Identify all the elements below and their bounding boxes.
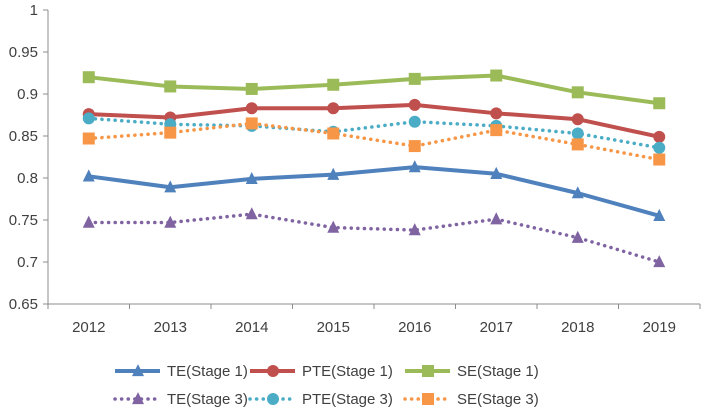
data-point [245, 102, 258, 115]
data-point [327, 102, 340, 115]
y-tick-label: 0.65 [9, 296, 38, 313]
data-point [164, 126, 177, 139]
data-point [164, 180, 177, 193]
y-tick-label: 0.85 [9, 128, 38, 145]
x-tick-label: 2012 [72, 319, 105, 336]
series-te-stage-1 [82, 160, 666, 221]
series-line [87, 212, 661, 264]
series-line [88, 102, 660, 139]
legend-marker [132, 392, 144, 405]
data-point [82, 112, 95, 125]
data-point [490, 107, 503, 120]
y-tick-label: 0.7 [17, 254, 38, 271]
data-point [327, 78, 340, 91]
data-point [490, 69, 503, 82]
legend-item: PTE(Stage 3) [248, 391, 393, 408]
legend-label: SE(Stage 1) [457, 363, 539, 380]
legend-marker [422, 393, 434, 405]
series-se-stage-1 [82, 69, 666, 110]
data-point [327, 220, 340, 233]
data-point [82, 215, 95, 228]
legend-marker [267, 365, 279, 377]
legend-label: PTE(Stage 3) [302, 391, 393, 408]
y-tick-label: 0.9 [17, 86, 38, 103]
data-point [408, 140, 421, 153]
y-tick-label: 0.75 [9, 212, 38, 229]
x-tick-label: 2013 [154, 319, 187, 336]
data-point [245, 82, 258, 95]
legend-label: PTE(Stage 1) [302, 363, 393, 380]
data-point [571, 230, 584, 243]
data-point [327, 127, 340, 140]
tick-labels: 0.65 0.7 0.75 0.8 0.85 0.9 0.95 1 2012 2013 2014 20… [9, 2, 676, 336]
x-tick-label: 2015 [317, 319, 350, 336]
series-line [87, 121, 661, 162]
data-point [82, 71, 95, 84]
data-point [571, 127, 584, 140]
y-tick-label: 0.8 [17, 170, 38, 187]
series-se-stage-3 [82, 117, 666, 166]
data-point [164, 80, 177, 93]
data-point [82, 169, 95, 182]
data-point [327, 167, 340, 180]
series-te-stage-3 [82, 207, 666, 268]
legend-item: TE(Stage 1) [115, 363, 248, 380]
legend-label: SE(Stage 3) [457, 391, 539, 408]
chart-legend: TE(Stage 1) PTE(Stage 1) SE(Stage 1) TE(Sta… [113, 363, 539, 408]
legend-item: SE(Stage 1) [405, 363, 539, 380]
data-point [490, 212, 503, 225]
data-point [571, 138, 584, 151]
series-line [87, 116, 661, 150]
legend-marker [267, 393, 279, 405]
data-point [653, 255, 666, 268]
data-point [490, 124, 503, 137]
data-point [653, 153, 666, 166]
series-line [88, 165, 660, 218]
data-point [408, 72, 421, 85]
data-point [571, 86, 584, 99]
data-point [490, 166, 503, 179]
chart-axes [43, 9, 701, 309]
x-tick-label: 2014 [235, 319, 268, 336]
data-point [245, 171, 258, 185]
data-point [571, 186, 584, 199]
legend-item: SE(Stage 3) [403, 391, 539, 408]
data-point [408, 223, 421, 236]
data-point [408, 160, 421, 173]
legend-item: TE(Stage 3) [113, 391, 248, 408]
data-point [653, 141, 666, 154]
legend-marker [422, 365, 434, 377]
y-tick-label: 0.95 [9, 44, 38, 61]
x-tick-label: 2019 [643, 319, 676, 336]
x-tick-label: 2018 [561, 319, 594, 336]
series-line [88, 73, 660, 106]
data-point [164, 215, 177, 228]
legend-label: TE(Stage 1) [167, 363, 248, 380]
data-point [653, 97, 666, 110]
legend-marker [132, 364, 144, 377]
data-point [653, 208, 666, 221]
legend-item: PTE(Stage 1) [250, 363, 393, 380]
x-tick-label: 2017 [480, 319, 513, 336]
x-tick-label: 2016 [398, 319, 431, 336]
series-layer [82, 69, 666, 268]
y-tick-label: 1 [30, 2, 38, 19]
data-point [82, 132, 95, 145]
data-point [408, 115, 421, 128]
data-point [571, 113, 584, 126]
legend-label: TE(Stage 3) [167, 391, 248, 408]
data-point [408, 98, 421, 111]
data-point [653, 130, 666, 143]
data-point [245, 207, 258, 220]
data-point [245, 117, 258, 130]
